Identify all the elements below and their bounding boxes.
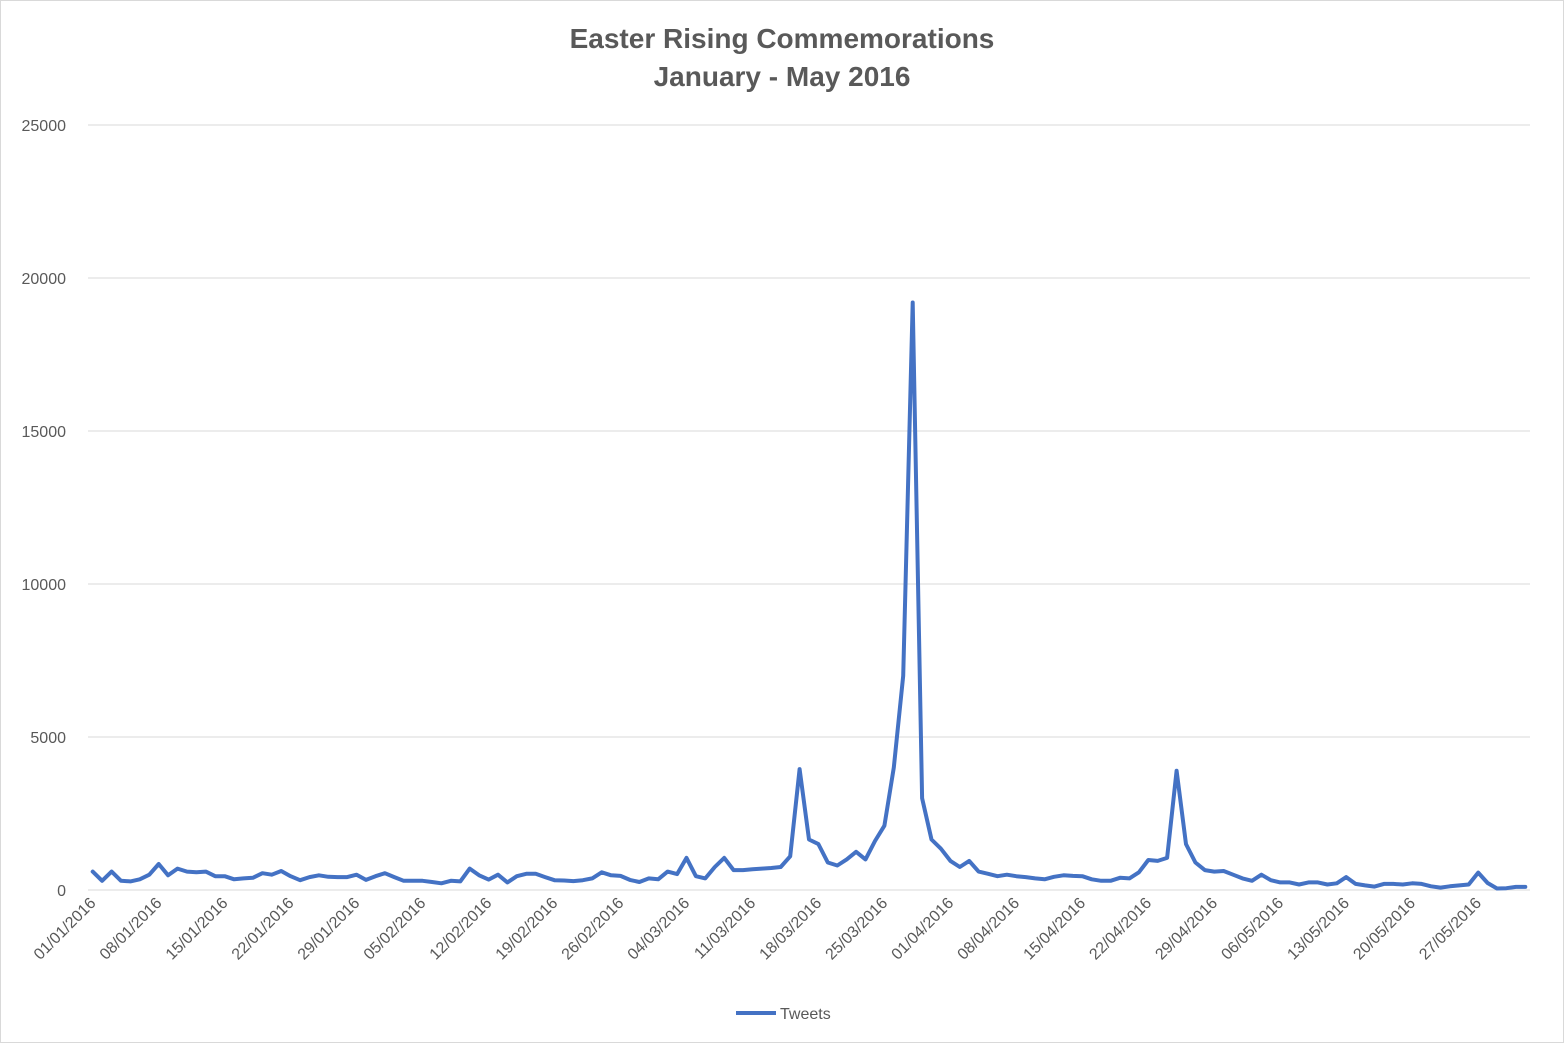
y-tick-label: 0 <box>57 883 66 900</box>
x-tick-label: 05/02/2016 <box>361 895 430 964</box>
x-tick-label: 29/04/2016 <box>1152 895 1221 964</box>
x-tick-label: 22/01/2016 <box>229 895 298 964</box>
y-tick-label: 10000 <box>22 577 67 594</box>
x-tick-label: 08/04/2016 <box>955 895 1024 964</box>
gridlines <box>88 124 1530 738</box>
x-tick-label: 08/01/2016 <box>97 895 166 964</box>
y-tick-label: 20000 <box>22 271 67 288</box>
x-tick-label: 12/02/2016 <box>427 895 496 964</box>
x-tick-label: 27/05/2016 <box>1416 895 1485 964</box>
x-tick-label: 18/03/2016 <box>757 895 826 964</box>
y-tick-label: 15000 <box>22 424 67 441</box>
x-tick-label: 11/03/2016 <box>691 895 759 963</box>
y-tick-label: 25000 <box>22 118 67 135</box>
y-axis-ticks: 0 5000 10000 15000 20000 25000 <box>22 118 67 900</box>
x-tick-label: 20/05/2016 <box>1350 895 1419 964</box>
x-tick-label: 13/05/2016 <box>1284 895 1353 964</box>
x-tick-label: 01/01/2016 <box>31 895 100 964</box>
y-tick-label: 5000 <box>30 730 66 747</box>
x-tick-label: 25/03/2016 <box>823 895 892 964</box>
series-layer <box>90 300 1528 891</box>
x-tick-label: 19/02/2016 <box>493 895 562 964</box>
chart-title: Easter Rising Commemorations <box>569 23 995 54</box>
legend-label: Tweets <box>780 1006 831 1023</box>
x-tick-label: 15/01/2016 <box>163 895 232 964</box>
x-tick-label: 15/04/2016 <box>1021 895 1090 964</box>
x-tick-label: 29/01/2016 <box>295 895 364 964</box>
series-line-tweets <box>90 300 1528 891</box>
x-tick-label: 04/03/2016 <box>625 895 694 964</box>
x-axis-ticks: 01/01/201608/01/201615/01/201622/01/2016… <box>31 895 1485 964</box>
x-tick-label: 06/05/2016 <box>1218 895 1287 964</box>
x-tick-label: 01/04/2016 <box>889 895 958 964</box>
x-tick-label: 22/04/2016 <box>1086 895 1155 964</box>
legend: Tweets <box>736 1006 831 1023</box>
chart-title-block: Easter Rising Commemorations January - M… <box>0 20 1564 96</box>
x-tick-label: 26/02/2016 <box>559 895 628 964</box>
chart-subtitle: January - May 2016 <box>653 61 911 92</box>
